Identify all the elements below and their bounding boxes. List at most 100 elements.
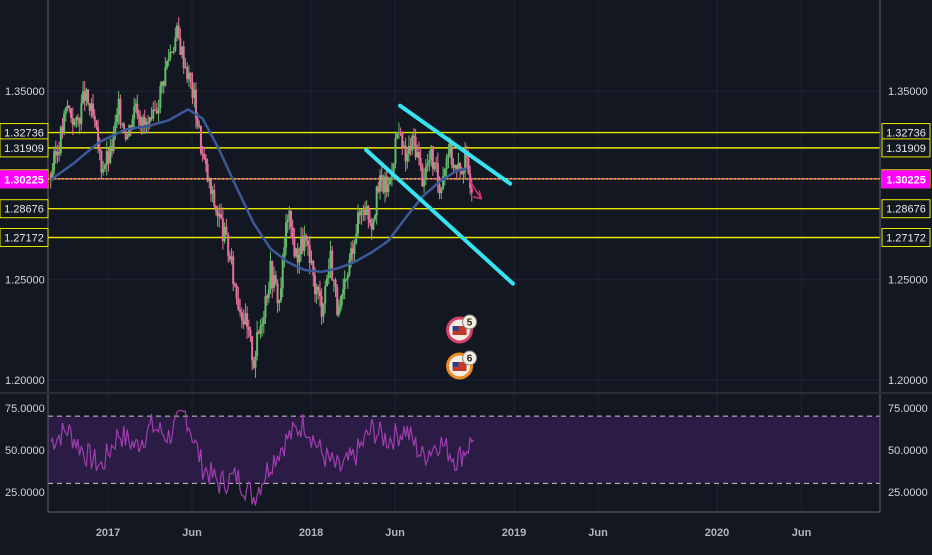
price-candle-body [92,103,95,116]
price-candle-body [122,123,125,132]
flag-canton-icon [452,362,459,367]
price-candle-body [454,164,457,168]
price-candle-body [470,187,473,193]
price-candle-body [392,163,395,174]
y-tick-label-right: 1.20000 [888,375,928,387]
price-candle-body [211,189,214,194]
level-label-box [0,228,49,248]
price-candle-body [312,260,315,276]
price-candle-body [186,67,189,80]
y-tick-label-left: 1.35000 [5,86,45,98]
price-candle-body [145,122,148,125]
x-tick-label: 2019 [502,527,526,539]
price-candle-body [384,176,387,193]
price-candle-body [259,326,262,334]
event-count-label: 6 [467,354,473,365]
price-candle-body [325,278,328,287]
level-label: 1.28676 [886,204,926,216]
last-price-label: 1.30225 [886,174,926,186]
price-candle-body [233,283,236,286]
y-tick-label-left: 1.20000 [5,375,45,387]
price-candle-body [95,120,98,128]
price-candle-body [102,169,105,173]
price-candle-body [56,151,59,156]
price-candle-body [382,181,385,193]
price-candle-body [322,303,325,317]
price-candle-body [154,109,157,111]
price-candle-body [181,46,184,55]
level-label: 1.31909 [4,143,44,155]
price-candle-body [161,81,164,87]
price-candle-body [148,117,151,123]
price-candle-body [261,324,264,327]
price-candle-body [221,218,224,242]
price-candle-body [269,260,272,290]
price-candle-body [442,176,445,189]
event-flag-icon[interactable]: 6 [446,350,478,380]
price-candle-body [209,179,212,194]
price-candle-body [199,125,202,154]
channel-trend-line[interactable] [398,103,513,186]
price-candle-body [389,177,392,185]
price-candle-body [136,103,139,115]
price-candle-body [402,145,405,148]
level-label: 1.27172 [4,233,44,245]
price-candle-body [93,115,96,121]
price-candle-body [53,151,56,171]
price-candle-body [152,109,155,119]
event-count-bubble [462,314,478,330]
price-candle-body [214,206,217,211]
flag-stripes-icon [452,362,467,371]
price-candle-body [339,304,342,307]
price-candle-body [71,117,74,126]
price-candle-body [98,147,101,151]
price-candle-body [167,58,170,62]
price-candle-body [397,132,400,134]
price-candle-body [380,175,383,182]
price-candle-body [428,159,431,164]
price-candle-body [296,248,299,263]
price-candle-body [379,175,382,192]
flag-canton-icon [452,326,459,331]
price-candle-body [360,210,363,216]
level-label-box [881,138,931,158]
price-candle-body [80,103,83,124]
price-candle-body [228,256,231,260]
price-candle-body [61,127,64,132]
price-candle-body [131,119,134,131]
price-candle-body [369,219,372,223]
price-candle-body [435,162,438,164]
price-candle-body [82,91,85,104]
x-tick-label: Jun [792,527,812,539]
oscillator-tick-label-right: 75.0000 [888,403,928,415]
channel-trend-line[interactable] [364,147,515,286]
price-candle-body [203,153,206,160]
price-candle-body [49,174,52,179]
price-candle-body [103,165,106,170]
price-candle-body [396,132,399,139]
price-candle-body [90,103,93,112]
price-candle-body [225,226,228,236]
event-count-bubble [462,350,478,366]
price-candle-body [318,290,321,297]
price-candle-body [459,163,462,168]
price-candle-body [193,89,196,98]
price-candle-body [254,356,257,368]
price-candle-body [218,213,221,217]
price-candle-body [303,235,306,251]
price-candle-body [88,103,91,112]
price-candle-body [283,247,286,259]
price-candle-body [313,275,316,295]
price-candle-body [331,250,334,281]
event-flag-icon[interactable]: 5 [446,314,478,344]
price-candle-body [143,117,146,125]
price-candle-body [227,235,230,257]
price-candle-body [100,150,103,173]
price-candle-body [285,222,288,248]
price-candle-body [358,212,361,216]
price-candle-body [416,152,419,157]
moving-average-line [50,107,469,274]
price-candle-body [467,158,470,174]
